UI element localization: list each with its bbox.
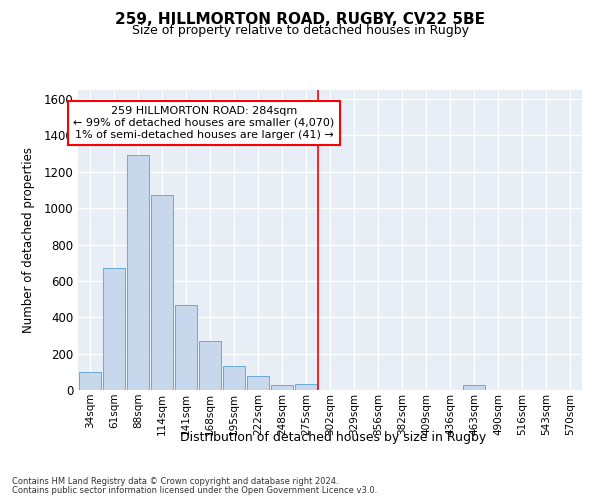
Bar (151, 196, 173, 390)
Bar (175, 306, 197, 390)
Text: 259 HILLMORTON ROAD: 284sqm
← 99% of detached houses are smaller (4,070)
1% of s: 259 HILLMORTON ROAD: 284sqm ← 99% of det… (73, 106, 335, 140)
Bar (295, 384, 317, 390)
Y-axis label: Number of detached properties: Number of detached properties (22, 147, 35, 333)
Bar (271, 384, 293, 390)
Bar (199, 342, 221, 390)
Text: 259, HILLMORTON ROAD, RUGBY, CV22 5BE: 259, HILLMORTON ROAD, RUGBY, CV22 5BE (115, 12, 485, 28)
Bar (79, 372, 101, 390)
Bar (247, 376, 269, 390)
Text: Contains public sector information licensed under the Open Government Licence v3: Contains public sector information licen… (12, 486, 377, 495)
Text: Contains HM Land Registry data © Crown copyright and database right 2024.: Contains HM Land Registry data © Crown c… (12, 477, 338, 486)
Text: Distribution of detached houses by size in Rugby: Distribution of detached houses by size … (180, 431, 486, 444)
Bar (223, 366, 245, 390)
Text: Size of property relative to detached houses in Rugby: Size of property relative to detached ho… (131, 24, 469, 37)
Bar (103, 268, 125, 390)
Bar (463, 386, 485, 390)
Bar (127, 156, 149, 390)
